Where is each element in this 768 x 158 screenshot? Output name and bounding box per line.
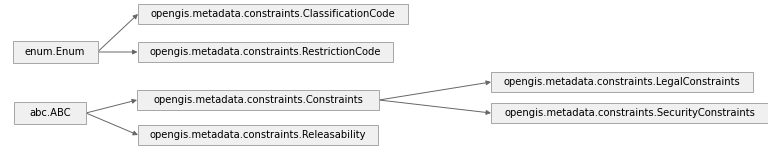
Text: opengis.metadata.constraints.Releasability: opengis.metadata.constraints.Releasabili…	[150, 130, 366, 140]
FancyBboxPatch shape	[14, 102, 86, 124]
Text: abc.ABC: abc.ABC	[29, 108, 71, 118]
FancyBboxPatch shape	[137, 90, 379, 110]
FancyBboxPatch shape	[137, 42, 392, 62]
FancyBboxPatch shape	[12, 41, 98, 63]
Text: opengis.metadata.constraints.SecurityConstraints: opengis.metadata.constraints.SecurityCon…	[505, 108, 756, 118]
Text: opengis.metadata.constraints.LegalConstraints: opengis.metadata.constraints.LegalConstr…	[504, 77, 740, 87]
FancyBboxPatch shape	[138, 4, 408, 24]
Text: opengis.metadata.constraints.Constraints: opengis.metadata.constraints.Constraints	[153, 95, 363, 105]
FancyBboxPatch shape	[491, 72, 753, 92]
Text: opengis.metadata.constraints.RestrictionCode: opengis.metadata.constraints.Restriction…	[149, 47, 381, 57]
Text: opengis.metadata.constraints.ClassificationCode: opengis.metadata.constraints.Classificat…	[151, 9, 396, 19]
FancyBboxPatch shape	[138, 125, 378, 145]
Text: enum.Enum: enum.Enum	[25, 47, 85, 57]
FancyBboxPatch shape	[491, 103, 768, 123]
